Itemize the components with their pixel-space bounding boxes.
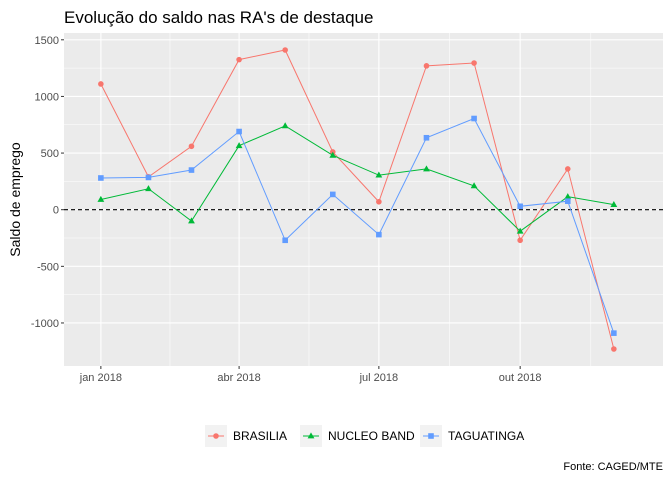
y-tick-label: 500 xyxy=(41,148,59,160)
data-point xyxy=(564,193,572,200)
legend-marker xyxy=(307,432,315,439)
data-point xyxy=(235,142,243,149)
series-line xyxy=(100,117,615,334)
data-point xyxy=(329,151,337,158)
data-point xyxy=(375,171,383,178)
x-tick-label: out 2018 xyxy=(499,372,542,384)
series-nucleo-band xyxy=(97,122,618,234)
series-line xyxy=(100,49,615,350)
data-point xyxy=(423,165,430,172)
x-tick-label: abr 2018 xyxy=(217,372,260,384)
data-point xyxy=(516,227,524,234)
data-point xyxy=(423,63,430,69)
series-taguatinga xyxy=(98,115,617,336)
legend-label: NUCLEO BAND xyxy=(328,429,415,443)
x-tick-label: jan 2018 xyxy=(79,372,122,384)
data-point xyxy=(97,195,105,202)
data-point xyxy=(376,231,382,238)
data-point xyxy=(188,143,195,150)
data-point xyxy=(282,47,288,53)
data-point xyxy=(236,56,242,63)
y-tick-label: 1000 xyxy=(35,91,59,103)
data-point xyxy=(471,60,477,66)
data-point xyxy=(564,166,571,172)
data-point xyxy=(376,198,382,205)
y-tick-label: 0 xyxy=(53,205,59,217)
legend-marker xyxy=(428,433,434,439)
plot-panel xyxy=(64,33,663,366)
x-tick-label: jul 2018 xyxy=(359,372,399,384)
legend-label: TAGUATINGA xyxy=(448,429,524,443)
legend-label: BRASILIA xyxy=(233,429,287,443)
data-point xyxy=(281,122,289,129)
data-point xyxy=(471,115,477,122)
data-point xyxy=(98,175,104,181)
data-point xyxy=(329,191,336,198)
data-point xyxy=(611,346,617,352)
minor-gridlines xyxy=(64,33,663,366)
x-axis-ticks: jan 2018 abr 2018 jul 2018 out 2018 xyxy=(79,366,542,384)
y-tick-label: -1000 xyxy=(31,318,59,330)
data-point xyxy=(564,198,571,204)
caption: Fonte: CAGED/MTE xyxy=(563,461,663,473)
series-line xyxy=(100,125,614,232)
y-axis-ticks: 1500 1000 500 0 -500 -1000 xyxy=(31,35,64,330)
data-point xyxy=(470,182,478,189)
data-point xyxy=(611,330,617,336)
data-point xyxy=(145,174,152,181)
chart-title: Evolução do saldo nas RA's de destaque xyxy=(64,8,373,27)
data-point xyxy=(145,185,152,192)
data-point xyxy=(610,200,618,207)
legend: BRASILIA NUCLEO BAND TAGUATINGA xyxy=(205,425,524,447)
data-point xyxy=(188,217,195,224)
y-tick-label: 1500 xyxy=(35,35,59,47)
data-point xyxy=(236,128,242,135)
data-point xyxy=(188,167,195,173)
y-axis-title: Saldo de emprego xyxy=(7,142,23,257)
y-tick-label: -500 xyxy=(37,261,59,273)
data-point xyxy=(282,237,288,244)
data-point xyxy=(517,203,523,210)
legend-item: TAGUATINGA xyxy=(420,425,524,447)
legend-marker xyxy=(213,433,219,439)
data-point xyxy=(423,134,430,141)
legend-item: NUCLEO BAND xyxy=(300,425,415,447)
legend-item: BRASILIA xyxy=(205,425,287,447)
data-point xyxy=(517,237,523,244)
data-point xyxy=(98,81,104,87)
series-layer xyxy=(97,47,618,352)
